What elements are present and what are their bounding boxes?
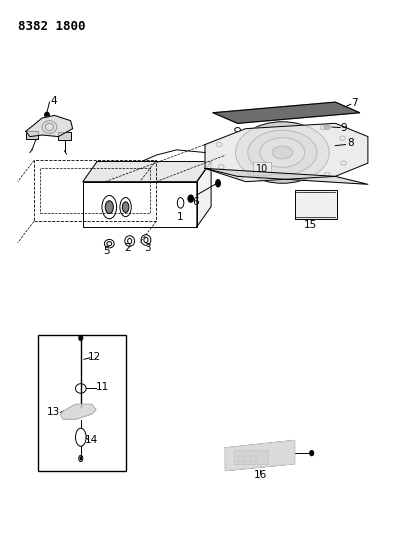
Bar bbox=[26, 131, 38, 139]
Bar bbox=[83, 182, 196, 227]
Text: 7: 7 bbox=[351, 98, 357, 108]
Ellipse shape bbox=[79, 335, 83, 341]
Text: 8382 1800: 8382 1800 bbox=[18, 20, 85, 33]
Polygon shape bbox=[60, 405, 96, 419]
Ellipse shape bbox=[309, 450, 313, 456]
Ellipse shape bbox=[272, 146, 292, 159]
Polygon shape bbox=[225, 440, 294, 471]
Bar bbox=[58, 132, 70, 140]
Bar bbox=[40, 168, 150, 214]
Ellipse shape bbox=[218, 165, 224, 169]
Ellipse shape bbox=[102, 196, 116, 219]
Ellipse shape bbox=[105, 201, 113, 214]
Text: 8: 8 bbox=[346, 139, 353, 149]
Text: 6: 6 bbox=[192, 197, 199, 207]
Ellipse shape bbox=[340, 161, 346, 165]
Text: 1: 1 bbox=[176, 212, 182, 222]
Bar bbox=[234, 450, 267, 464]
Polygon shape bbox=[26, 115, 72, 136]
Text: 2: 2 bbox=[124, 243, 130, 253]
Ellipse shape bbox=[235, 122, 328, 183]
Text: 11: 11 bbox=[95, 382, 108, 392]
Ellipse shape bbox=[234, 127, 240, 132]
Text: 12: 12 bbox=[88, 352, 101, 361]
Ellipse shape bbox=[45, 112, 49, 117]
Ellipse shape bbox=[339, 136, 345, 140]
Polygon shape bbox=[83, 161, 211, 182]
Ellipse shape bbox=[119, 198, 131, 216]
Ellipse shape bbox=[216, 142, 222, 147]
Polygon shape bbox=[213, 102, 359, 123]
Ellipse shape bbox=[247, 130, 316, 175]
Ellipse shape bbox=[324, 173, 329, 177]
Polygon shape bbox=[204, 123, 367, 182]
Text: 15: 15 bbox=[303, 220, 317, 230]
Polygon shape bbox=[196, 161, 211, 227]
Bar bbox=[34, 160, 156, 221]
Text: 14: 14 bbox=[84, 435, 97, 445]
Ellipse shape bbox=[80, 457, 81, 460]
Text: 5: 5 bbox=[103, 246, 109, 256]
Ellipse shape bbox=[215, 180, 220, 187]
Ellipse shape bbox=[319, 125, 325, 130]
Text: 9: 9 bbox=[339, 123, 346, 133]
Polygon shape bbox=[204, 168, 367, 184]
Ellipse shape bbox=[42, 120, 56, 133]
Bar bbox=[294, 190, 337, 219]
Text: 16: 16 bbox=[253, 471, 266, 480]
Ellipse shape bbox=[236, 175, 242, 180]
Text: 10: 10 bbox=[256, 164, 268, 174]
Bar bbox=[252, 162, 271, 175]
Text: 13: 13 bbox=[47, 407, 60, 417]
Bar bbox=[38, 335, 125, 471]
Ellipse shape bbox=[323, 124, 330, 130]
Ellipse shape bbox=[122, 202, 128, 213]
Text: 4: 4 bbox=[50, 96, 57, 106]
Ellipse shape bbox=[259, 138, 304, 167]
Text: 3: 3 bbox=[144, 243, 150, 253]
Ellipse shape bbox=[187, 195, 193, 203]
